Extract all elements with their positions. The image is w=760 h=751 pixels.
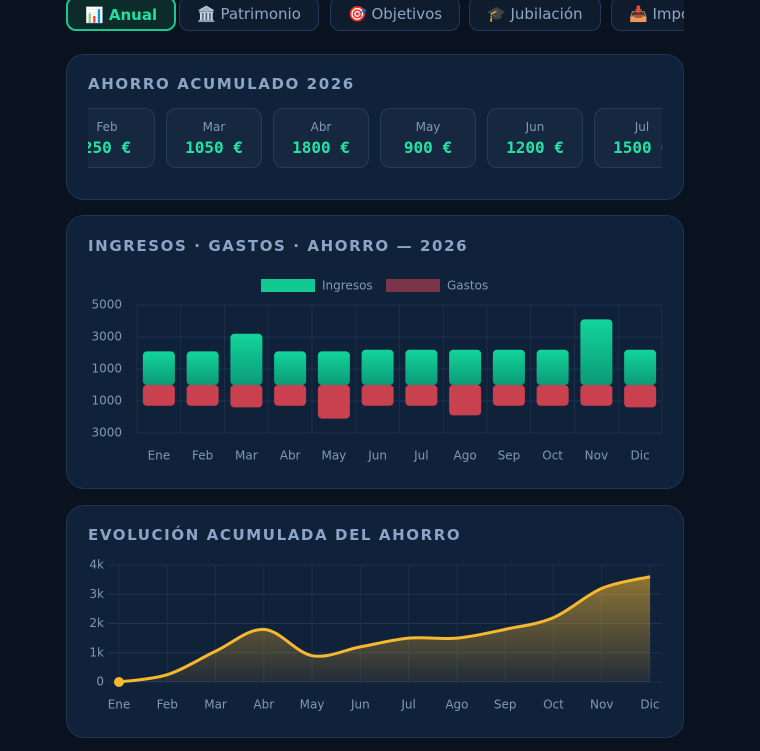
legend-swatch <box>261 279 315 292</box>
y-tick-label: 5000 <box>91 298 122 312</box>
card-month: Feb <box>96 120 118 134</box>
x-tick-label: Dic <box>640 698 659 712</box>
y-tick-label: 1k <box>89 645 104 659</box>
x-tick-label: Sep <box>494 698 517 712</box>
bar <box>142 385 175 406</box>
bar <box>405 385 438 406</box>
bar <box>230 333 263 385</box>
card-strip: Feb 250 € Mar 1050 € Abr 1800 € May 900 € Jun 120… <box>88 108 662 170</box>
bar <box>142 351 175 385</box>
x-tick-label: Ene <box>148 449 171 463</box>
x-tick-label: Ago <box>454 449 477 463</box>
card-value: 1800 € <box>292 138 350 157</box>
x-tick-label: Jun <box>367 449 387 463</box>
tab[interactable]: 📊 Anual <box>66 0 177 31</box>
x-tick-label: Ene <box>108 698 131 712</box>
x-tick-label: Ago <box>445 698 468 712</box>
y-tick-label: 3000 <box>91 426 122 440</box>
y-tick-label: 4k <box>89 558 104 572</box>
panel-title: AHORRO ACUMULADO 2026 <box>88 75 355 93</box>
y-tick-label: 0 <box>96 675 104 689</box>
x-tick-label: Dic <box>631 449 650 463</box>
bar <box>449 349 482 385</box>
bar <box>361 385 394 406</box>
y-tick-label: 3000 <box>91 330 122 344</box>
y-tick-label: 2k <box>89 616 104 630</box>
card-month: Mar <box>202 120 226 134</box>
x-tick-label: Jul <box>400 698 415 712</box>
bar <box>492 385 525 406</box>
card-value: 900 € <box>403 138 453 157</box>
bar <box>624 349 657 385</box>
savings-card: Jul 1500 € <box>594 108 662 168</box>
tab-bar: 📊 Anual 🏛️ Patrimonio 🎯 Objetivos 🎓 Jubilac… <box>66 0 684 36</box>
savings-card: Abr 1800 € <box>273 108 369 168</box>
bar <box>186 385 219 406</box>
card-value: 1500 € <box>613 138 662 157</box>
bar <box>361 349 394 385</box>
x-tick-label: Jun <box>350 698 370 712</box>
tab[interactable]: 🏛️ Patrimonio <box>179 0 319 31</box>
panel-title: EVOLUCIÓN ACUMULADA DEL AHORRO <box>88 526 462 544</box>
card-month: Abr <box>310 120 332 134</box>
card-value: 250 € <box>88 138 132 157</box>
tab[interactable]: 🎓 Jubilación <box>469 0 601 31</box>
savings-card: Jun 1200 € <box>487 108 583 168</box>
tab[interactable]: 🎯 Objetivos <box>330 0 461 31</box>
bar <box>274 385 307 406</box>
bar <box>536 385 569 406</box>
x-tick-label: Sep <box>498 449 521 463</box>
y-tick-label: 3k <box>89 587 104 601</box>
x-tick-label: Jul <box>413 449 428 463</box>
x-tick-label: Abr <box>253 698 274 712</box>
y-tick-label: 1000 <box>91 394 122 408</box>
legend-swatch <box>386 279 440 292</box>
card-value: 1050 € <box>185 138 243 157</box>
panel-title: INGRESOS · GASTOS · AHORRO — 2026 <box>88 237 469 255</box>
x-tick-label: Feb <box>157 698 178 712</box>
card-month: May <box>415 120 441 134</box>
x-tick-label: Oct <box>543 698 564 712</box>
x-tick-label: Feb <box>192 449 213 463</box>
bar <box>536 349 569 385</box>
x-tick-label: May <box>321 449 346 463</box>
x-tick-label: Nov <box>585 449 608 463</box>
card-value: 1200 € <box>506 138 564 157</box>
x-tick-label: Mar <box>204 698 227 712</box>
bar <box>580 385 613 406</box>
legend-label: Ingresos <box>322 279 373 293</box>
bar <box>186 351 219 385</box>
bar <box>274 351 307 385</box>
bar <box>449 385 482 416</box>
point <box>114 677 124 687</box>
bar <box>580 319 613 385</box>
y-tick-label: 1000 <box>91 362 122 376</box>
bar <box>492 349 525 385</box>
x-tick-label: May <box>300 698 325 712</box>
card-month: Jul <box>634 120 650 134</box>
x-tick-label: Oct <box>542 449 563 463</box>
savings-card: Feb 250 € <box>88 108 155 168</box>
legend-label: Gastos <box>447 279 488 293</box>
bar <box>624 385 657 408</box>
line <box>118 575 651 684</box>
savings-card: May 900 € <box>380 108 476 168</box>
bar <box>230 385 263 408</box>
area <box>119 576 650 682</box>
x-tick-label: Abr <box>280 449 301 463</box>
tab[interactable]: 📥 Impo <box>611 0 684 31</box>
savings-card: Mar 1050 € <box>166 108 262 168</box>
card-month: Jun <box>525 120 545 134</box>
bar <box>405 349 438 385</box>
x-tick-label: Mar <box>235 449 258 463</box>
x-tick-label: Nov <box>590 698 613 712</box>
bar <box>317 351 350 385</box>
bar <box>317 385 350 419</box>
